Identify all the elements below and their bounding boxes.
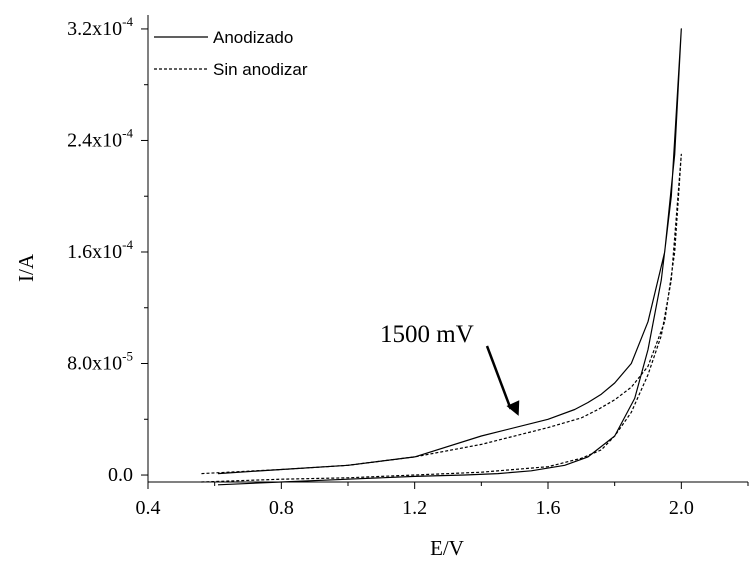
- y-tick-label: 0.0: [108, 464, 133, 486]
- y-tick-label: 1.6x10-4: [67, 237, 133, 263]
- series-layer: [201, 28, 682, 486]
- y-tick-exponent: -5: [122, 349, 133, 364]
- y-tick-label: 2.4x10-4: [67, 125, 133, 151]
- x-axis-label: E/V: [430, 536, 464, 560]
- annotation-layer: 1500 mV: [380, 321, 520, 416]
- annotation-label: 1500 mV: [380, 321, 474, 348]
- y-tick-exponent: -4: [122, 125, 133, 140]
- y-tick-exponent: -4: [122, 14, 133, 29]
- y-tick-label: 3.2x10-4: [67, 14, 133, 40]
- x-tick-label: 0.4: [136, 497, 161, 519]
- legend: Anodizado Sin anodizar: [154, 28, 308, 79]
- legend-label-2: Sin anodizar: [213, 60, 308, 79]
- x-tick-label: 1.6: [536, 497, 561, 519]
- x-tick-label: 2.0: [669, 497, 694, 519]
- legend-label-1: Anodizado: [213, 28, 293, 47]
- x-tick-label: 1.2: [402, 497, 427, 519]
- annotation-arrow-head: [506, 400, 520, 416]
- axes: [147, 15, 748, 483]
- x-tick-label: 0.8: [269, 497, 294, 519]
- y-tick-label: 8.0x10-5: [67, 349, 133, 375]
- annotation-arrow-shaft: [485, 345, 512, 410]
- y-axis-label: I/A: [14, 253, 38, 282]
- series-line-1: [217, 28, 682, 486]
- y-tick-exponent: -4: [122, 237, 133, 252]
- ticks: 0.4 0.8 1.2 1.6 2.0 0.0 8.0x10-5 1.6x10-4 2.4x10…: [67, 14, 749, 519]
- series-line-2: [201, 153, 682, 483]
